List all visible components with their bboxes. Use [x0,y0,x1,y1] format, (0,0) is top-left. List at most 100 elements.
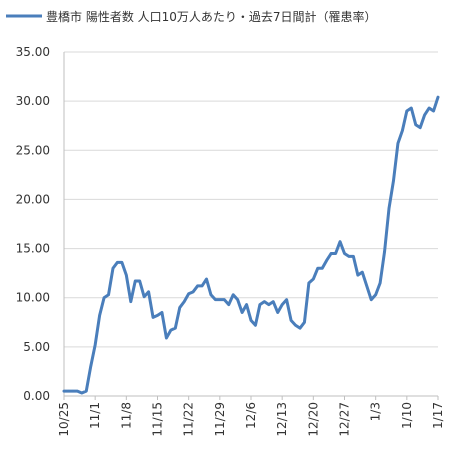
data-point [356,273,360,277]
data-point [289,319,293,322]
data-point [263,300,266,303]
data-point [151,316,155,319]
gridlines [64,51,438,348]
data-point [343,252,346,255]
data-point [200,284,204,288]
y-tick-label: 20.00 [16,192,50,206]
data-point [276,311,279,314]
data-point [298,326,302,330]
x-axis: 10/25 11/1 11/8 11/15 11/22 11/29 12/6 12/13 12/… [57,395,445,437]
data-point [218,298,222,301]
data-point [334,252,337,255]
data-point [370,298,373,301]
y-tick-label: 10.00 [16,291,50,305]
data-point [227,303,230,306]
data-point [165,336,168,340]
data-point [347,255,351,258]
data-point [423,113,426,117]
data-point [414,123,417,126]
data-point [80,391,84,395]
x-tick-label: 12/20 [306,402,320,437]
data-point [71,389,75,393]
data-point [392,179,395,182]
data-point [169,328,173,332]
data-point [285,298,288,301]
data-point [405,109,409,113]
data-point [85,389,88,393]
x-tick-label: 11/29 [213,402,227,437]
data-point [209,293,213,296]
x-tick-label: 11/22 [182,402,196,437]
x-tick-label: 1/17 [431,402,445,429]
y-tick-label: 15.00 [16,242,50,256]
data-point [240,311,244,314]
data-point [410,106,413,110]
data-point [142,295,146,298]
data-point [125,273,128,277]
data-point [111,267,115,270]
x-tick-label: 12/27 [338,402,352,437]
data-point [338,240,342,243]
x-tick-label: 1/3 [369,402,383,421]
y-axis: 0.00 5.00 10.00 15.00 20.00 25.00 30.00 35.00 [16,45,65,403]
data-point [231,293,235,296]
data-point [191,290,195,294]
series-line [62,95,440,395]
data-point [245,303,248,306]
data-point [329,252,333,255]
data-point [258,303,262,306]
data-point [174,326,177,330]
data-point [116,261,119,264]
data-point [294,324,297,327]
data-point [267,303,271,306]
data-point [187,292,190,295]
data-point [316,267,319,270]
y-tick-label: 25.00 [16,143,50,157]
y-tick-label: 0.00 [23,389,50,403]
data-point [156,314,159,317]
data-point [76,389,79,393]
y-tick-label: 35.00 [16,45,50,59]
data-point [147,290,150,294]
data-point [254,324,257,327]
data-point [107,293,110,296]
data-point [401,129,404,132]
x-tick-label: 1/10 [400,402,414,429]
data-point [396,142,400,145]
legend-label: 豊橋市 陽性者数 人口10万人あたり・過去7日間計（罹患率） [46,9,377,24]
data-point [196,284,199,288]
data-point [387,207,391,210]
data-point [321,267,324,270]
data-point [67,389,70,393]
data-point [280,303,284,306]
x-tick-label: 11/15 [151,402,165,437]
data-point [427,106,431,110]
data-point [436,96,440,99]
data-point [205,277,208,281]
data-point [432,109,435,113]
x-tick-label: 12/13 [275,402,289,437]
data-point [134,279,137,283]
data-point [374,293,377,296]
legend: 豊橋市 陽性者数 人口10万人あたり・過去7日間計（罹患率） [6,9,377,24]
x-tick-label: 12/6 [244,402,258,429]
data-point [93,343,97,347]
data-point [325,259,328,262]
data-point [272,300,275,303]
data-point [383,250,386,253]
data-point [365,284,368,288]
data-point [303,321,306,324]
x-tick-label: 11/8 [119,402,133,429]
data-point [138,279,141,283]
x-tick-label: 10/25 [57,402,71,437]
data-point [312,277,315,281]
y-tick-label: 30.00 [16,94,50,108]
data-point [98,314,101,317]
data-point [89,365,92,368]
y-tick-label: 5.00 [23,340,50,354]
data-point [418,126,422,129]
data-point [62,389,66,393]
data-point [102,296,106,299]
data-point [223,298,226,301]
